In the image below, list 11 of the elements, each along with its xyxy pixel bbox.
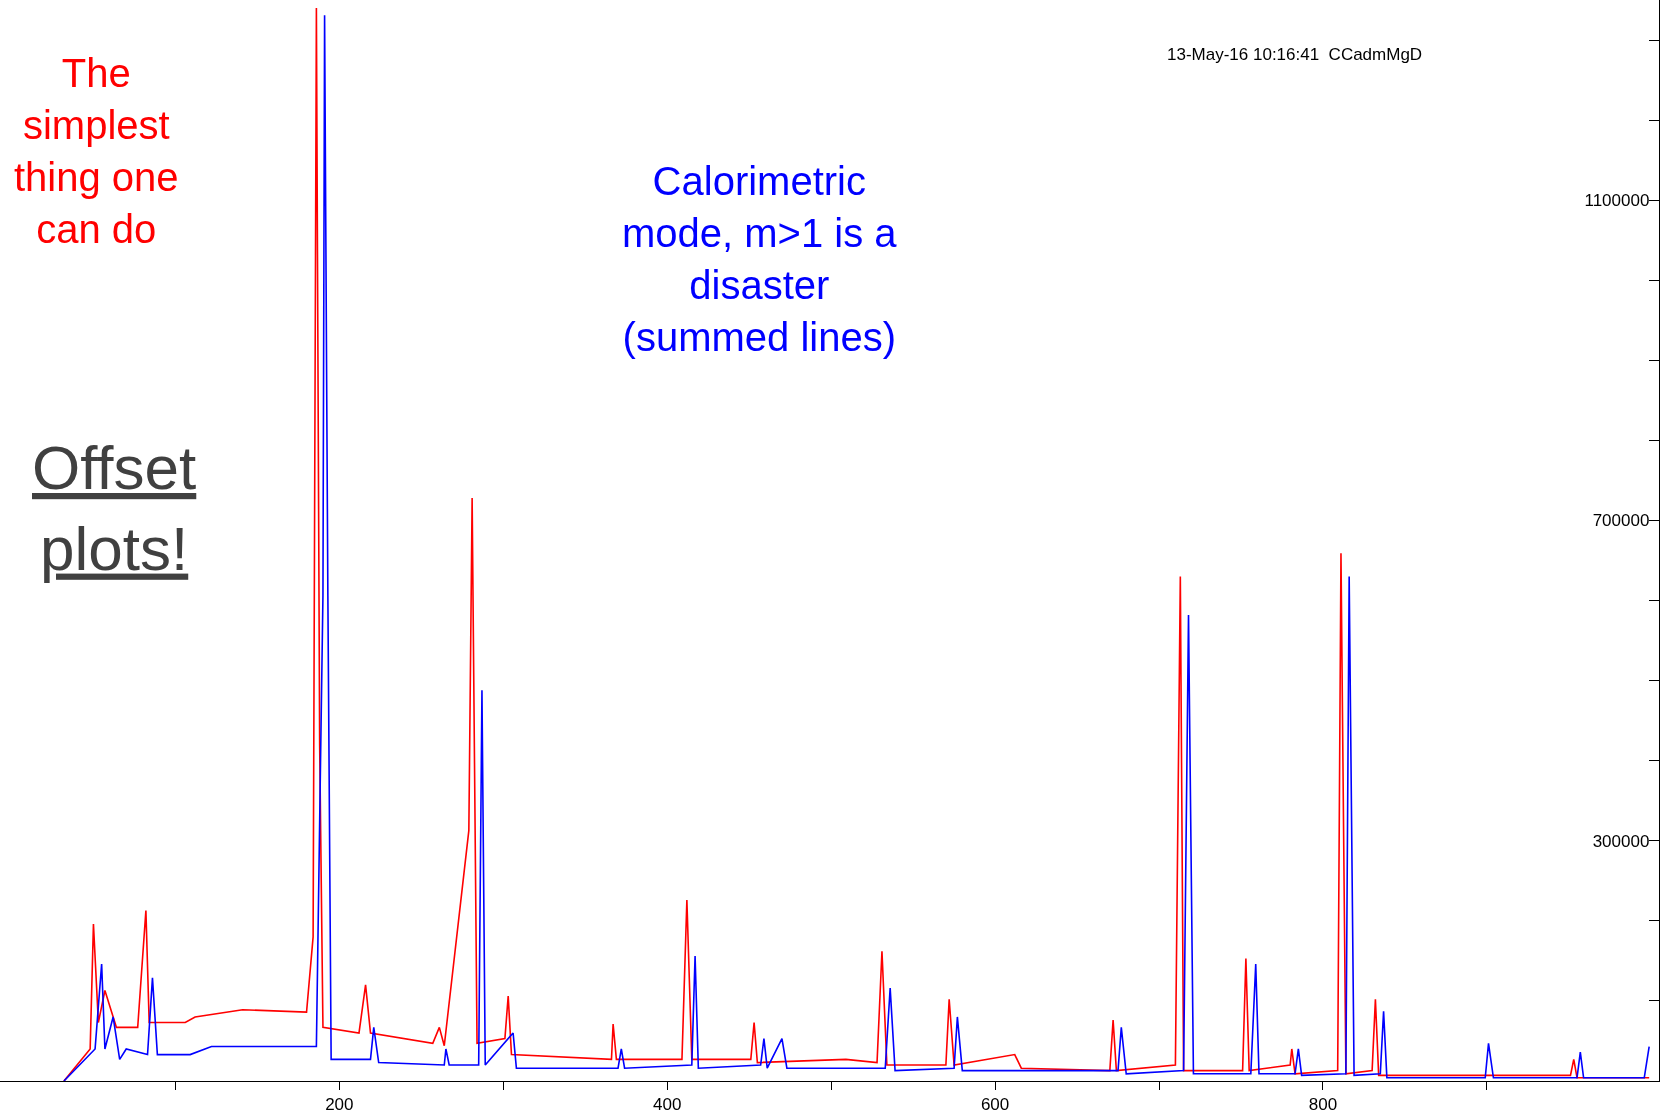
y-tick-label: 300000	[1592, 831, 1650, 851]
y-tick-label: 1100000	[1584, 191, 1650, 211]
x-tick-label: 400	[653, 1095, 682, 1115]
x-tick-label: 200	[325, 1095, 354, 1115]
annotation: Calorimetric mode, m>1 is a disaster (summed lines)	[622, 159, 898, 359]
annotation: 13-May-16 10:16:41 CCadmMgD	[1167, 45, 1423, 64]
x-tick-label: 800	[1308, 1095, 1338, 1115]
annotation: The simplest thing one can do	[14, 51, 179, 251]
x-tick-label: 600	[980, 1095, 1010, 1115]
y-tick-label: 700000	[1592, 511, 1650, 531]
annotation: Offset plots!	[32, 433, 197, 583]
